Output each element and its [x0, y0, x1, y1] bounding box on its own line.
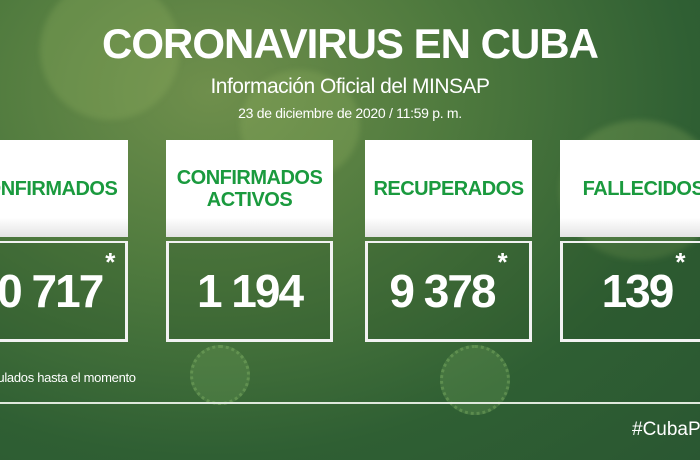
- virus-icon: [440, 345, 510, 415]
- card-label: RECUPERADOS: [373, 177, 524, 200]
- card-fallecidos: FALLECIDOS 139 *: [560, 140, 700, 342]
- page-title: CORONAVIRUS EN CUBA: [102, 20, 599, 67]
- card-value: 139: [601, 265, 675, 317]
- asterisk: *: [675, 247, 686, 277]
- card-value: 10 717: [0, 265, 104, 317]
- card-value: 1 194: [196, 265, 304, 317]
- virus-icon: [190, 345, 250, 405]
- asterisk: *: [497, 247, 508, 277]
- footnote: * Acumulados hasta el momento: [0, 370, 136, 385]
- card-confirmados-activos: CONFIRMADOS ACTIVOS 1 194: [166, 140, 333, 342]
- card-value: 9 378: [389, 265, 496, 317]
- report-date: 23 de diciembre de 2020 / 11:59 p. m.: [238, 105, 462, 121]
- subtitle: Información Oficial del MINSAP: [210, 75, 490, 98]
- card-recuperados: RECUPERADOS 9 378 *: [365, 140, 532, 342]
- card-label: FALLECIDOS: [582, 177, 700, 200]
- card-label: CONFIRMADOS: [0, 177, 118, 200]
- card-confirmados: CONFIRMADOS 10 717*: [0, 140, 128, 342]
- card-label: CONFIRMADOS ACTIVOS: [176, 166, 323, 211]
- asterisk: *: [105, 247, 116, 277]
- virus-background-shape: [40, 0, 180, 120]
- hashtag: #CubaPorLaSalud: [632, 419, 700, 440]
- divider: [0, 402, 700, 404]
